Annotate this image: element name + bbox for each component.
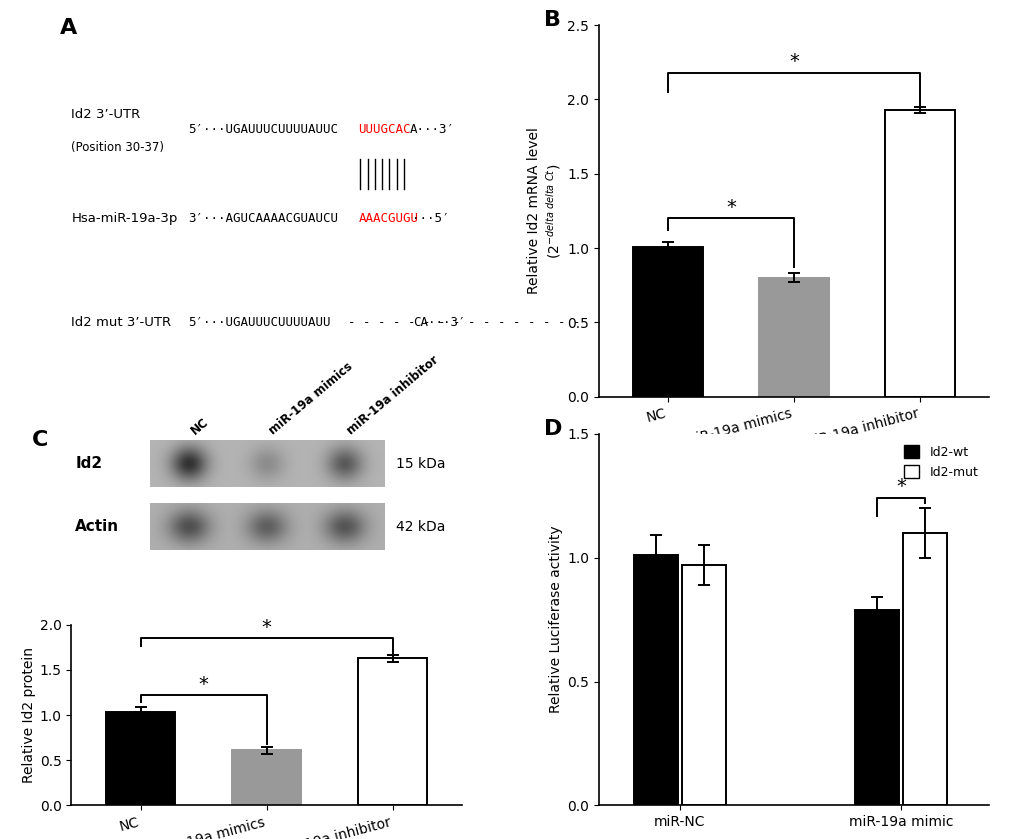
- Text: UUUGCAC: UUUGCAC: [358, 122, 411, 136]
- Bar: [106, 712, 175, 805]
- Legend: Id2-wt, Id2-mut: Id2-wt, Id2-mut: [899, 440, 982, 483]
- Bar: [759, 278, 827, 397]
- Y-axis label: Relative Id2 mRNA level
(2$^{-delta\ delta\ Ct}$): Relative Id2 mRNA level (2$^{-delta\ del…: [527, 128, 562, 294]
- Text: C: C: [33, 430, 49, 450]
- Text: - - - - - - - - - - - - - - - -: - - - - - - - - - - - - - - - -: [347, 316, 580, 329]
- Bar: [884, 110, 954, 397]
- Text: AAACGUGU: AAACGUGU: [358, 212, 418, 225]
- Text: D: D: [543, 419, 561, 439]
- Text: B: B: [543, 10, 560, 30]
- Text: A: A: [60, 18, 76, 38]
- Text: Hsa-miR-19a-3p: Hsa-miR-19a-3p: [71, 212, 177, 225]
- Bar: [633, 555, 678, 805]
- Bar: [232, 750, 301, 805]
- Text: *: *: [895, 477, 905, 496]
- Text: 5′···UGAUUUCUUUUAUUC: 5′···UGAUUUCUUUUAUUC: [189, 122, 338, 136]
- Text: miR-19a mimics: miR-19a mimics: [266, 360, 355, 438]
- Text: Id2 3’-UTR: Id2 3’-UTR: [71, 108, 141, 121]
- Text: *: *: [199, 675, 209, 695]
- Text: *: *: [726, 198, 736, 217]
- Bar: [681, 565, 726, 805]
- Text: NC: NC: [189, 415, 211, 438]
- Text: (Position 30-37): (Position 30-37): [71, 141, 164, 154]
- Bar: [854, 610, 898, 805]
- Text: 15 kDa: 15 kDa: [395, 456, 444, 471]
- Bar: [902, 533, 946, 805]
- Bar: [358, 659, 427, 805]
- Text: 5′···UGAUUUCUUUUAUU: 5′···UGAUUUCUUUUAUU: [189, 316, 331, 329]
- Text: A···3′: A···3′: [409, 122, 453, 136]
- Text: *: *: [789, 52, 798, 71]
- Text: Id2 mut 3’-UTR: Id2 mut 3’-UTR: [71, 316, 171, 329]
- Text: 3′···AGUCAAAACGUAUCU: 3′···AGUCAAAACGUAUCU: [189, 212, 338, 225]
- Text: CA···3′: CA···3′: [413, 316, 466, 329]
- Y-axis label: Relative Id2 protein: Relative Id2 protein: [21, 647, 36, 783]
- Bar: [633, 247, 702, 397]
- Text: Actin: Actin: [75, 519, 119, 534]
- Text: Id2: Id2: [75, 456, 102, 471]
- Text: miR-19a inhibitor: miR-19a inhibitor: [344, 353, 441, 438]
- Text: 42 kDa: 42 kDa: [395, 520, 444, 534]
- Text: *: *: [262, 618, 271, 638]
- Text: ···5′: ···5′: [412, 212, 449, 225]
- Y-axis label: Relative Luciferase activity: Relative Luciferase activity: [548, 526, 562, 713]
